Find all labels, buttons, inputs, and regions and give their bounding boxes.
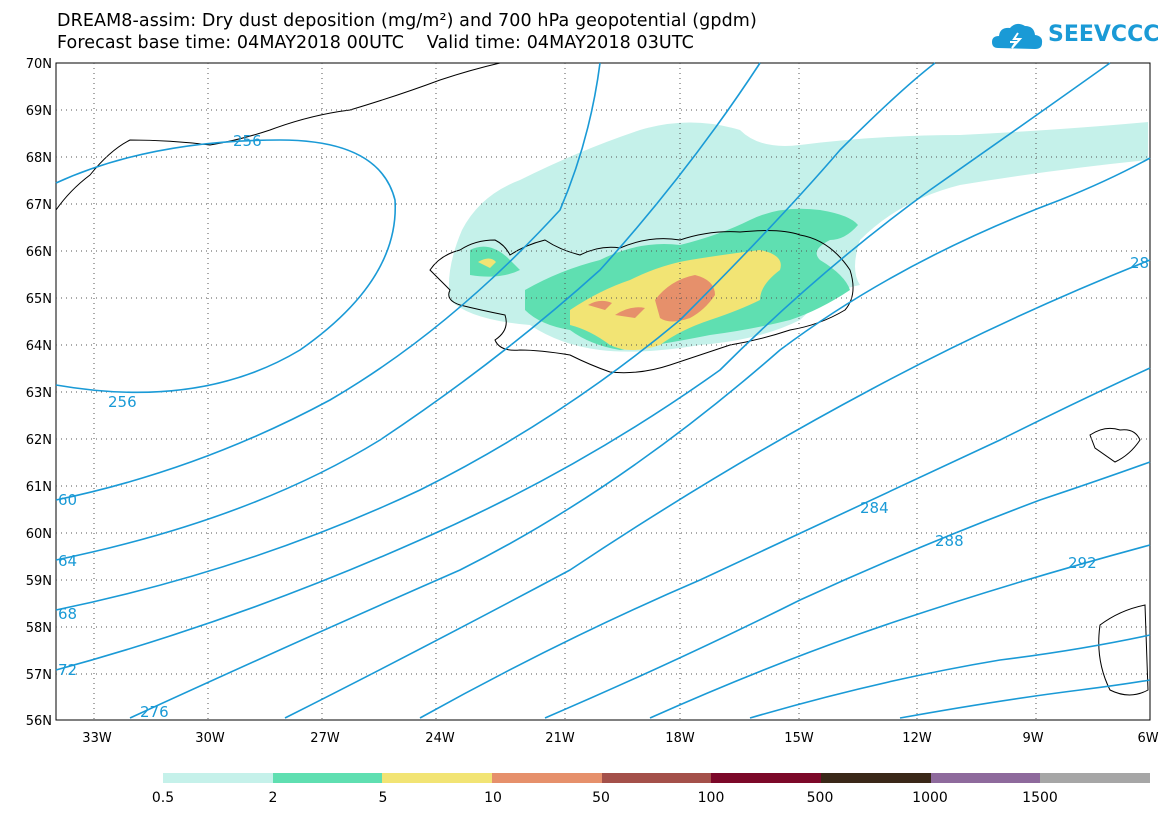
- lat-label: 62N: [26, 433, 52, 448]
- map-title: DREAM8-assim: Dry dust deposition (mg/m²…: [57, 11, 757, 31]
- contour-label-256b: 256: [108, 393, 137, 411]
- legend-swatch: [711, 773, 822, 783]
- legend-label: 1000: [912, 790, 948, 806]
- lon-label: 21W: [545, 731, 575, 746]
- lat-label: 59N: [26, 574, 52, 589]
- legend-swatch: [163, 773, 273, 783]
- lon-label: 9W: [1022, 731, 1043, 746]
- legend-swatch: [601, 773, 712, 783]
- lat-label: 68N: [26, 151, 52, 166]
- contour-label-276: 276: [140, 703, 169, 721]
- iceland-coast: [429, 230, 854, 374]
- lat-label: 64N: [26, 339, 52, 354]
- legend-label: 2: [268, 790, 278, 806]
- contour-256: [55, 139, 396, 394]
- legend-label: 1500: [1022, 790, 1058, 806]
- lon-label: 33W: [82, 731, 112, 746]
- dust-deposition-shading: [448, 122, 1148, 352]
- contour-label-68: 68: [58, 605, 77, 623]
- lat-label: 60N: [26, 527, 52, 542]
- lat-label: 61N: [26, 480, 52, 495]
- dust-area-orange: [588, 275, 715, 322]
- contour-300: [899, 679, 1151, 719]
- lat-label: 63N: [26, 386, 52, 401]
- legend-label: 50: [592, 790, 610, 806]
- legend-swatch: [930, 773, 1041, 783]
- lat-label: 57N: [26, 668, 52, 683]
- lon-label: 30W: [195, 731, 225, 746]
- contour-label-60: 60: [58, 491, 77, 509]
- contour-labels: 256 256 60 64 68 72 276 284 288 292 28: [58, 132, 1149, 721]
- latitude-labels: 70N 69N 68N 67N 66N 65N 64N 63N 62N 61N …: [26, 57, 52, 729]
- longitude-labels: 33W 30W 27W 24W 21W 18W 15W 12W 9W 6W: [82, 731, 1158, 746]
- contour-label-28: 28: [1130, 254, 1149, 272]
- lon-label: 12W: [902, 731, 932, 746]
- legend-swatch: [821, 773, 931, 783]
- contour-260: [55, 62, 601, 501]
- legend-swatch: [382, 773, 493, 783]
- contour-label-292: 292: [1068, 554, 1097, 572]
- contour-label-256a: 256: [233, 132, 262, 150]
- lon-label: 18W: [665, 731, 695, 746]
- scotland-coast: [1098, 604, 1149, 696]
- lon-label: 6W: [1137, 731, 1158, 746]
- lat-label: 70N: [26, 57, 52, 72]
- legend-swatch: [272, 773, 383, 783]
- contour-label-284: 284: [860, 499, 889, 517]
- lat-label: 58N: [26, 621, 52, 636]
- legend-label: 10: [484, 790, 502, 806]
- legend-label: 0.5: [151, 790, 175, 806]
- greenland-coast: [55, 62, 501, 211]
- contour-label-288: 288: [935, 532, 964, 550]
- contour-label-64: 64: [58, 552, 77, 570]
- contour-292: [649, 544, 1151, 719]
- lat-label: 69N: [26, 104, 52, 119]
- lon-label: 15W: [784, 731, 814, 746]
- contour-272: [55, 62, 1111, 671]
- contour-296: [749, 634, 1151, 719]
- legend-label: 500: [806, 790, 834, 806]
- contour-268: [55, 62, 936, 611]
- lat-label: 56N: [26, 714, 52, 729]
- contour-280: [284, 259, 1151, 719]
- legend-label: 100: [697, 790, 725, 806]
- contour-284: [419, 367, 1151, 719]
- contour-264: [55, 62, 761, 561]
- contour-288: [544, 461, 1151, 719]
- legend-label: 5: [378, 790, 388, 806]
- lon-label: 24W: [425, 731, 455, 746]
- faroe-coast: [1089, 427, 1141, 463]
- lat-label: 66N: [26, 245, 52, 260]
- lat-label: 65N: [26, 292, 52, 307]
- geopotential-contours: [55, 62, 1151, 719]
- logo-text: SEEVCCC: [1048, 22, 1160, 47]
- contour-label-72: 72: [58, 661, 77, 679]
- lat-label: 67N: [26, 198, 52, 213]
- contour-276: [129, 157, 1151, 719]
- dust-area-yellow: [478, 250, 781, 350]
- map-subtitle: Forecast base time: 04MAY2018 00UTC Vali…: [57, 33, 694, 53]
- cloud-logo-icon: [992, 23, 1043, 49]
- legend-swatch: [492, 773, 602, 783]
- lon-label: 27W: [310, 731, 340, 746]
- color-legend: [163, 773, 1151, 783]
- legend-swatch: [1040, 773, 1151, 783]
